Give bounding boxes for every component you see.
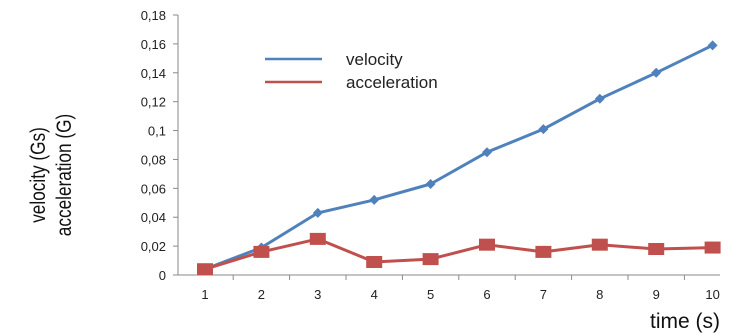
data-point-acceleration — [366, 256, 383, 268]
data-point-acceleration — [422, 253, 439, 266]
data-point-velocity — [594, 93, 605, 104]
series-layer — [197, 40, 721, 276]
axes — [177, 15, 720, 276]
y-tick-label: 0,14 — [141, 66, 166, 81]
y-tick-label: 0,16 — [141, 37, 166, 52]
y-tick-label: 0,02 — [141, 239, 166, 254]
data-point-velocity — [369, 194, 380, 205]
x-ticks: 1 2 3 4 5 6 7 8 9 10 — [201, 275, 720, 302]
x-tick-label: 8 — [596, 287, 603, 302]
y-ticks: 0 0,02 0,04 0,06 0,08 0,1 0,12 0,14 0,16 0,18 — [141, 8, 178, 283]
x-tick-label: 1 — [201, 287, 208, 302]
legend-box — [250, 38, 500, 96]
y-axis-title-line-2: acceleration (G) — [54, 114, 77, 236]
legend: velocity acceleration — [250, 38, 500, 96]
data-point-velocity — [482, 147, 492, 158]
y-axis-title-line-1: velocity (Gs) — [28, 127, 51, 223]
x-axis-title: time (s) — [650, 310, 720, 333]
x-tick-label: 7 — [540, 287, 547, 302]
x-tick-label: 2 — [258, 287, 265, 302]
data-point-acceleration — [648, 243, 665, 255]
x-tick-label: 3 — [314, 287, 321, 302]
data-point-acceleration — [535, 245, 552, 258]
data-point-acceleration — [479, 238, 495, 251]
series-line-acceleration — [204, 237, 713, 271]
x-tick-label: 6 — [483, 287, 490, 302]
data-point-velocity — [538, 124, 549, 135]
y-tick-label: 0,04 — [141, 210, 166, 225]
y-tick-label: 0,1 — [148, 124, 166, 139]
x-tick-label: 10 — [705, 287, 719, 302]
data-point-velocity — [425, 179, 436, 189]
legend-label-acceleration: acceleration — [346, 73, 438, 92]
y-tick-label: 0,12 — [141, 95, 166, 110]
data-point-acceleration — [309, 232, 326, 245]
data-point-velocity — [707, 40, 718, 51]
data-point-velocity — [651, 67, 662, 78]
data-point-velocity — [312, 207, 323, 218]
y-tick-label: 0 — [159, 268, 166, 283]
data-point-acceleration — [591, 238, 608, 251]
y-tick-label: 0,06 — [141, 181, 166, 196]
legend-label-velocity: velocity — [346, 50, 403, 69]
y-tick-label: 0,18 — [141, 8, 166, 23]
x-tick-label: 4 — [371, 287, 378, 302]
data-point-acceleration — [253, 245, 270, 258]
x-tick-label: 9 — [653, 287, 660, 302]
data-point-acceleration — [704, 241, 721, 254]
series-line-velocity — [204, 43, 714, 271]
data-point-acceleration — [197, 263, 213, 276]
x-tick-label: 5 — [427, 287, 434, 302]
y-tick-label: 0,08 — [141, 152, 166, 167]
